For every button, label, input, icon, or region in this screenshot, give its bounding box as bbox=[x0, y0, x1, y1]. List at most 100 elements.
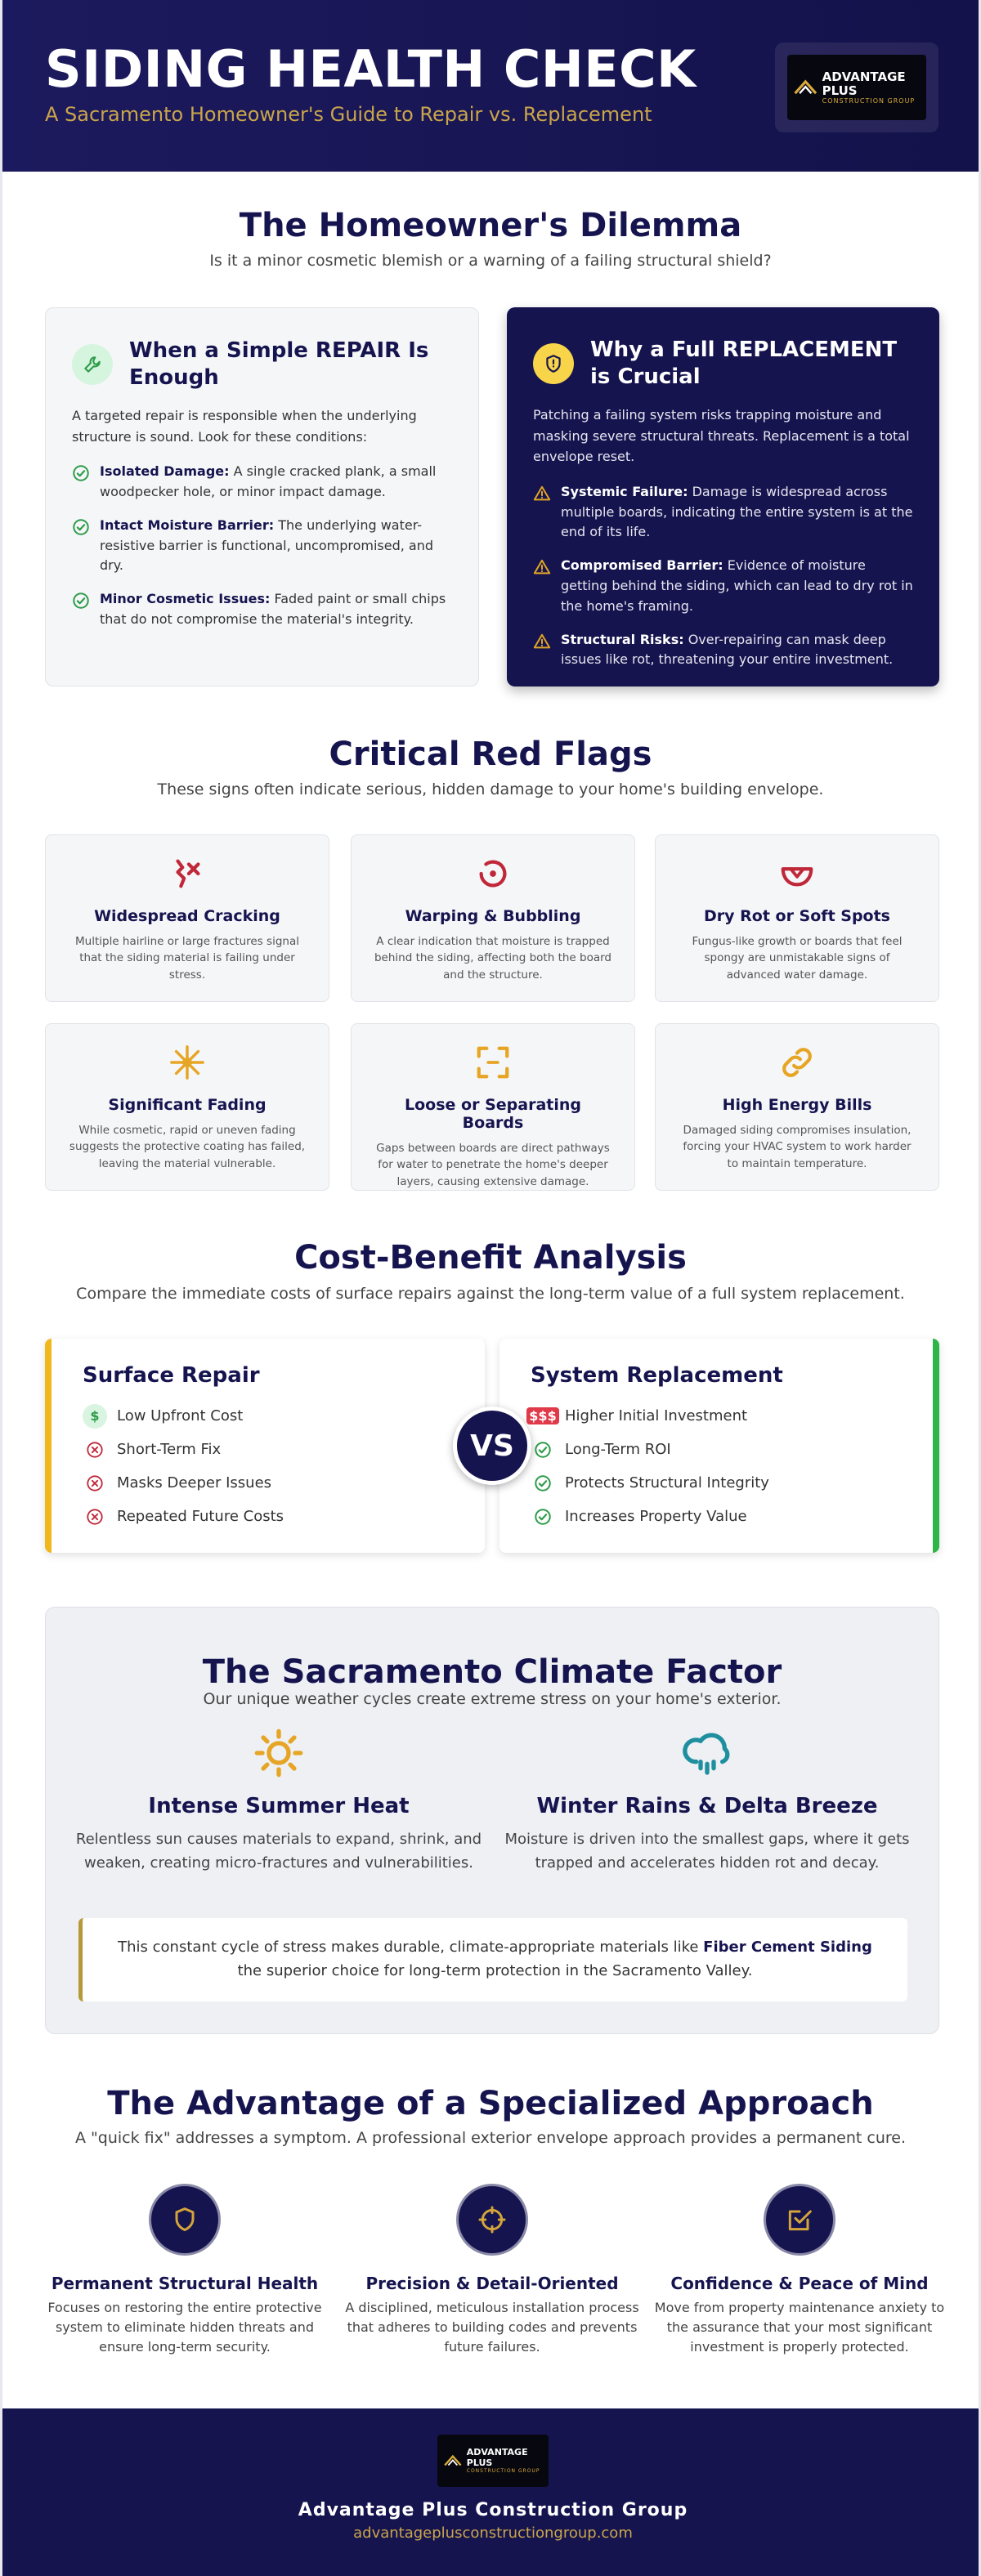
footer: ADVANTAGE PLUS CONSTRUCTION GROUP Advanta… bbox=[2, 2408, 979, 2576]
advantage-icon bbox=[149, 2184, 221, 2256]
advantage-text: Move from property maintenance anxiety t… bbox=[654, 2300, 945, 2355]
vs-badge: VS bbox=[453, 1407, 531, 1485]
callout-text: This constant cycle of stress makes dura… bbox=[118, 1939, 704, 1957]
cost-icon bbox=[83, 1474, 107, 1492]
icon bbox=[84, 356, 101, 373]
advantage-icon bbox=[456, 2184, 528, 2256]
section-subtitle: A "quick fix" addresses a symptom. A pro… bbox=[74, 2129, 906, 2147]
red-flag-card: Warping & Bubbling A clear indication tha… bbox=[351, 834, 635, 1002]
cost-icon bbox=[531, 1508, 555, 1526]
cost-icon bbox=[531, 1474, 555, 1492]
cost-icon bbox=[83, 1508, 107, 1526]
cost-mark bbox=[87, 1508, 103, 1525]
card-icon bbox=[72, 343, 113, 385]
condition-label: Isolated Damage: bbox=[100, 463, 230, 480]
cost-item: Increases Property Value bbox=[531, 1500, 902, 1533]
logo-roof bbox=[444, 2454, 462, 2466]
cost-symbol: $$$ bbox=[526, 1407, 559, 1424]
climate-factor: Intense Summer Heat Relentless sun causes… bbox=[74, 1727, 483, 1876]
red-flag-text: While cosmetic, rapid or uneven fading s… bbox=[69, 1124, 306, 1170]
callout-text: the superior choice for long-term protec… bbox=[237, 1962, 753, 1979]
cost-title: Surface Repair bbox=[83, 1363, 260, 1388]
condition-detail: Faded paint or small chips that do not c… bbox=[100, 591, 446, 627]
section-title: The Homeowner's Dilemma bbox=[239, 207, 742, 244]
card-header: Why a Full REPLACEMENT is Crucial bbox=[533, 337, 913, 390]
climate-icon bbox=[254, 1729, 303, 1778]
callout-text: This constant cycle of stress makes dura… bbox=[107, 1936, 883, 1983]
red-flag-card: Dry Rot or Soft Spots Fungus-like growth … bbox=[655, 834, 939, 1002]
climate-callout: This constant cycle of stress makes dura… bbox=[78, 1918, 907, 2001]
cost-mark bbox=[87, 1441, 103, 1458]
red-flag-icon bbox=[782, 1048, 812, 1077]
bullet-icon bbox=[533, 633, 551, 648]
cost-text: Increases Property Value bbox=[565, 1508, 747, 1525]
climate-icon bbox=[683, 1733, 730, 1775]
advantage-icon bbox=[764, 2184, 835, 2256]
climate-panel: The Sacramento Climate Factor Our unique… bbox=[45, 1607, 939, 2034]
advantage-text: Focuses on restoring the entire protecti… bbox=[47, 2300, 322, 2355]
cost-text: Protects Structural Integrity bbox=[565, 1474, 769, 1491]
condition: Systemic Failure: Damage is widespread a… bbox=[533, 482, 913, 543]
cost-mark bbox=[535, 1508, 551, 1525]
logo-frame: ADVANTAGE PLUS CONSTRUCTION GROUP bbox=[775, 42, 938, 132]
cost-item: Protects Structural Integrity bbox=[531, 1466, 902, 1500]
condition: Minor Cosmetic Issues: Faded paint or sm… bbox=[72, 589, 452, 630]
cost-text: Higher Initial Investment bbox=[565, 1407, 748, 1424]
cost-mark bbox=[87, 1474, 103, 1491]
cost-text: Repeated Future Costs bbox=[117, 1508, 284, 1525]
condition-text: Intact Moisture Barrier: The underlying … bbox=[100, 516, 452, 576]
cost-item: Masks Deeper Issues bbox=[83, 1466, 454, 1500]
factor-text: Moisture is driven into the smallest gap… bbox=[504, 1831, 910, 1872]
red-flag-title: Dry Rot or Soft Spots bbox=[704, 907, 890, 925]
red-flag-card: High Energy Bills Damaged siding compromi… bbox=[655, 1023, 939, 1191]
card-header: When a Simple REPAIR Is Enough bbox=[72, 338, 452, 391]
cost-text: Low Upfront Cost bbox=[117, 1407, 244, 1424]
red-flag-text: A clear indication that moisture is trap… bbox=[374, 935, 612, 982]
condition-text: Systemic Failure: Damage is widespread a… bbox=[561, 482, 913, 543]
section-subtitle: These signs often indicate serious, hidd… bbox=[157, 780, 824, 798]
footer-logo: ADVANTAGE PLUS CONSTRUCTION GROUP bbox=[437, 2435, 549, 2487]
cost-icon bbox=[531, 1441, 555, 1459]
card-intro: Patching a failing system risks trapping… bbox=[533, 407, 910, 465]
condition-text: Structural Risks: Over-repairing can mas… bbox=[561, 630, 913, 671]
replacement-cost-card: System Replacement $$$ Higher Initial Inve… bbox=[499, 1339, 939, 1553]
condition-label: Systemic Failure: bbox=[561, 483, 688, 499]
replacement-card: Why a Full REPLACEMENT is Crucial Patchin… bbox=[507, 307, 939, 686]
red-flag-text: Multiple hairline or large fractures sig… bbox=[75, 935, 299, 982]
condition-label: Intact Moisture Barrier: bbox=[100, 517, 275, 533]
company-name: Advantage Plus Construction Group bbox=[298, 2500, 688, 2520]
card-title: Why a Full REPLACEMENT is Crucial bbox=[590, 338, 898, 389]
cost-icon bbox=[83, 1441, 107, 1459]
repair-cost-card: Surface Repair $ Low Upfront Cost Short-Ter… bbox=[45, 1339, 485, 1553]
red-flag-text: Fungus-like growth or boards that feel s… bbox=[692, 935, 903, 982]
condition-label: Compromised Barrier: bbox=[561, 557, 723, 574]
advantage-item: Permanent Structural Health Focuses on re… bbox=[38, 2184, 332, 2357]
condition-label: Structural Risks: bbox=[561, 631, 684, 647]
condition-text: Isolated Damage: A single cracked plank,… bbox=[100, 462, 452, 503]
icon bbox=[788, 2210, 812, 2231]
cost-icon: $ bbox=[83, 1403, 107, 1429]
condition-detail: Over-repairing can mask deep issues like… bbox=[561, 631, 894, 668]
section-subtitle: Our unique weather cycles create extreme… bbox=[203, 1690, 782, 1708]
condition: Intact Moisture Barrier: The underlying … bbox=[72, 516, 452, 576]
callout-highlight: Fiber Cement Siding bbox=[703, 1939, 872, 1957]
section-title: Critical Red Flags bbox=[329, 736, 652, 773]
red-flag-icon bbox=[479, 860, 507, 888]
card-intro: A targeted repair is responsible when th… bbox=[72, 408, 417, 445]
red-flag-title: Loose or Separating Boards bbox=[405, 1096, 581, 1132]
cost-mark bbox=[535, 1441, 551, 1458]
factor-text: Relentless sun causes materials to expan… bbox=[75, 1831, 482, 1872]
advantage-title: Confidence & Peace of Mind bbox=[670, 2274, 929, 2293]
title: SIDING HEALTH CHECK bbox=[45, 39, 697, 99]
cost-item: $ Low Upfront Cost bbox=[83, 1399, 454, 1433]
red-flag-card: Loose or Separating Boards Gaps between b… bbox=[351, 1023, 635, 1191]
cost-item: Repeated Future Costs bbox=[83, 1500, 454, 1533]
icon bbox=[546, 354, 561, 373]
cost-mark bbox=[535, 1474, 551, 1491]
bullet-icon bbox=[73, 593, 89, 609]
bullet-icon bbox=[533, 559, 551, 575]
section-subtitle: Compare the immediate costs of surface r… bbox=[76, 1285, 905, 1303]
factor-title: Intense Summer Heat bbox=[148, 1794, 410, 1818]
header: SIDING HEALTH CHECK A Sacramento Homeown… bbox=[2, 0, 979, 172]
